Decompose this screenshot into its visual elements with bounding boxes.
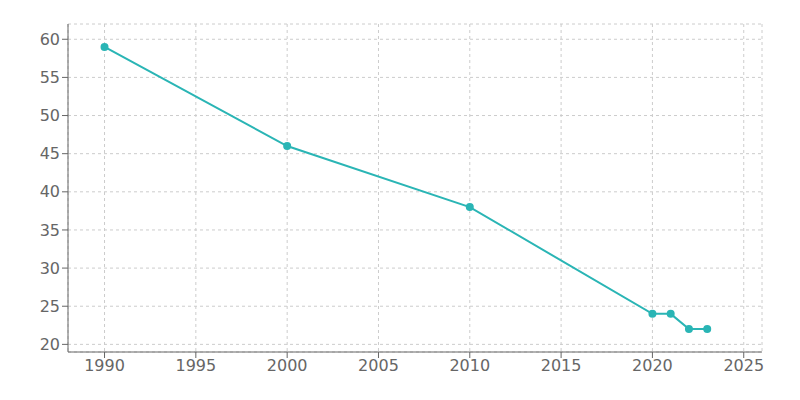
svg-text:40: 40 — [40, 182, 60, 201]
svg-text:25: 25 — [40, 297, 60, 316]
svg-text:45: 45 — [40, 144, 60, 163]
svg-text:50: 50 — [40, 106, 60, 125]
svg-text:2015: 2015 — [541, 356, 582, 375]
svg-text:2020: 2020 — [632, 356, 673, 375]
svg-text:35: 35 — [40, 221, 60, 240]
svg-text:2010: 2010 — [449, 356, 490, 375]
svg-text:60: 60 — [40, 30, 60, 49]
svg-text:2005: 2005 — [358, 356, 399, 375]
svg-text:2025: 2025 — [723, 356, 764, 375]
svg-text:1995: 1995 — [175, 356, 216, 375]
svg-text:30: 30 — [40, 259, 60, 278]
svg-text:1990: 1990 — [84, 356, 125, 375]
svg-text:2000: 2000 — [267, 356, 308, 375]
svg-text:20: 20 — [40, 335, 60, 354]
svg-text:55: 55 — [40, 68, 60, 87]
